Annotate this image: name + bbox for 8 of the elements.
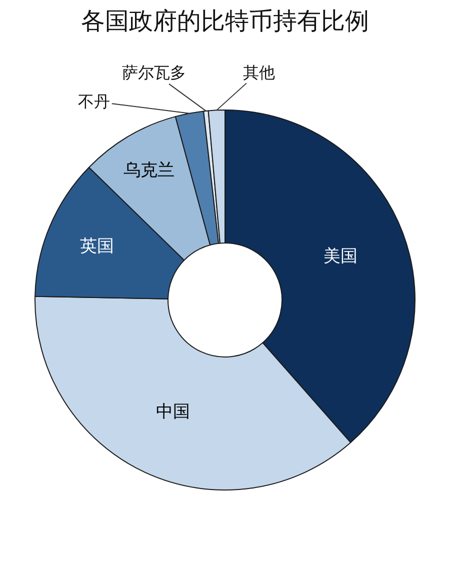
chart-title: 各国政府的比特币持有比例 — [81, 6, 369, 35]
slice-label: 其他 — [243, 63, 275, 82]
slice-label: 美国 — [324, 246, 358, 266]
slice-label: 乌克兰 — [123, 160, 174, 180]
slice-label: 英国 — [80, 236, 114, 256]
slice-label: 萨尔瓦多 — [122, 63, 186, 82]
slice-label: 中国 — [156, 402, 190, 422]
slice-label: 不丹 — [78, 92, 110, 111]
